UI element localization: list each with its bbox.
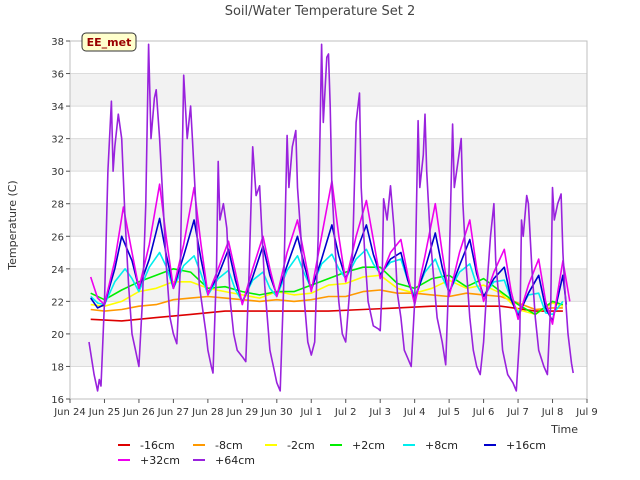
y-tick-label: 16 — [51, 395, 64, 406]
y-tick-label: 38 — [51, 37, 64, 48]
x-tick-label: Jun 26 — [122, 407, 155, 418]
y-tick-label: 28 — [51, 200, 64, 211]
station-badge: EE_met — [81, 32, 137, 52]
x-axis-ticks: Jun 24 Jun 25 Jun 26 Jun 27 Jun 28 Jun 29 Jun … — [53, 399, 598, 418]
plot-border — [69, 40, 588, 400]
series-line-64cm — [88, 43, 574, 392]
series-line-16cm — [90, 217, 568, 322]
y-axis-ticks: 16 18 20 22 24 26 28 30 32 34 36 38 — [51, 37, 70, 406]
y-axis-label: Temperature (C) — [6, 180, 19, 270]
legend-label: -16cm — [140, 439, 175, 452]
x-tick-label: Jul 1 — [299, 407, 322, 418]
x-tick-label: Jun 29 — [226, 407, 259, 418]
legend-item: +16cm — [484, 439, 546, 452]
x-tick-label: Jun 28 — [191, 407, 224, 418]
y-tick-label: 32 — [51, 135, 64, 146]
legend-label: +2cm — [352, 439, 385, 452]
legend-item: +64cm — [193, 454, 255, 467]
y-tick-label: 18 — [51, 362, 64, 373]
y-tick-label: 20 — [51, 330, 64, 341]
grid-band — [70, 203, 587, 237]
x-tick-label: Jul 6 — [472, 407, 495, 418]
legend-item: +2cm — [330, 439, 385, 452]
y-tick-label: 36 — [51, 70, 64, 81]
x-tick-label: Jun 25 — [88, 407, 121, 418]
y-tick-label: 34 — [51, 102, 64, 113]
legend-label: +8cm — [425, 439, 458, 452]
y-tick-label: 26 — [51, 232, 64, 243]
legend-label: +64cm — [215, 454, 255, 467]
station-badge-label: EE_met — [87, 36, 132, 49]
legend-label: +16cm — [506, 439, 546, 452]
x-tick-label: Jun 24 — [53, 407, 86, 418]
x-tick-label: Jun 27 — [157, 407, 190, 418]
x-axis-label: Time — [550, 423, 578, 436]
y-tick-label: 30 — [51, 167, 64, 178]
x-tick-label: Jul 7 — [506, 407, 529, 418]
x-tick-label: Jul 3 — [368, 407, 391, 418]
y-tick-label: 22 — [51, 297, 64, 308]
legend: -16cm -8cm -2cm +2cm +8cm +16cm +32cm +64cm — [118, 439, 546, 467]
legend-label: -8cm — [215, 439, 243, 452]
chart-title: Soil/Water Temperature Set 2 — [225, 4, 416, 19]
legend-item: +32cm — [118, 454, 180, 467]
legend-item: -16cm — [118, 439, 175, 452]
legend-item: -2cm — [265, 439, 315, 452]
y-tick-label: 24 — [51, 265, 64, 276]
legend-item: +8cm — [403, 439, 458, 452]
series-lines — [88, 43, 574, 392]
x-tick-label: Jul 8 — [541, 407, 564, 418]
x-tick-label: Jul 4 — [403, 407, 426, 418]
series-line-8cm — [90, 289, 563, 312]
grid-band — [70, 333, 587, 367]
grid-band — [70, 138, 587, 172]
legend-item: -8cm — [193, 439, 243, 452]
x-tick-label: Jun 30 — [260, 407, 293, 418]
legend-label: -2cm — [287, 439, 315, 452]
x-tick-label: Jul 2 — [334, 407, 357, 418]
legend-label: +32cm — [140, 454, 180, 467]
x-tick-label: Jul 9 — [575, 407, 598, 418]
x-tick-label: Jul 5 — [437, 407, 460, 418]
